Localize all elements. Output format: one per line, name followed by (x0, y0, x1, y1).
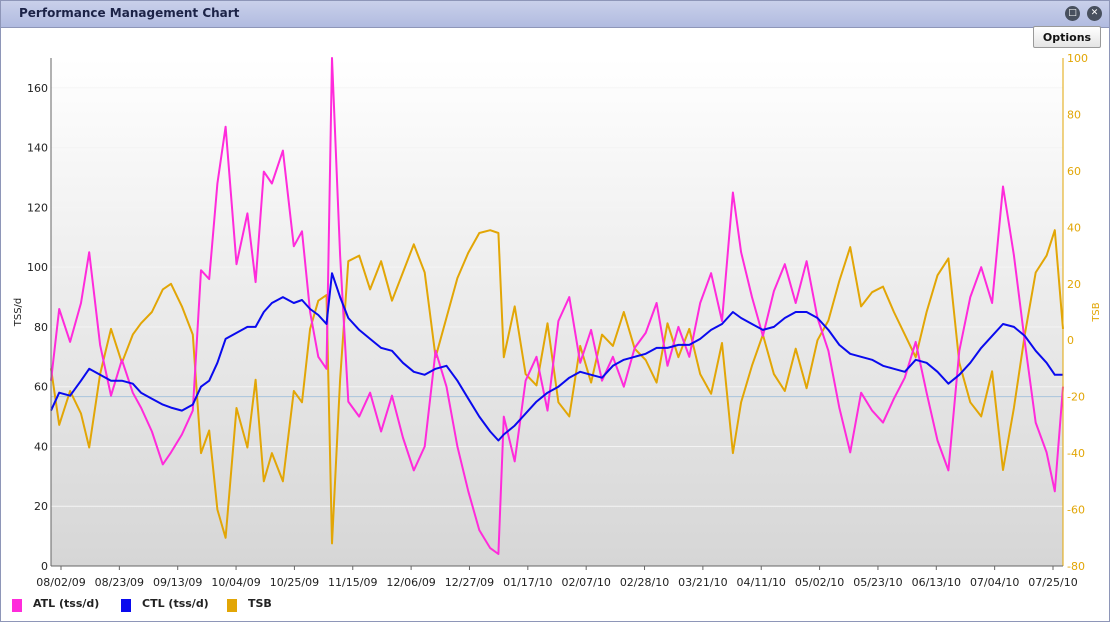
legend-tsb-swatch (227, 599, 237, 612)
y-tick-label: 80 (34, 321, 48, 334)
series-line-atl (50, 57, 1064, 555)
y2-tick-label: -80 (1067, 560, 1085, 573)
x-tick-label: 10/25/09 (270, 576, 319, 589)
y2-tick-label: -40 (1067, 447, 1085, 460)
performance-chart: 0 20 40 60 80 100 120 140 160 -80 -60 -40 -20 0 20 40 6… (13, 52, 1102, 589)
legend-atl-swatch (12, 599, 22, 612)
window-title: Performance Management Chart (19, 6, 240, 20)
x-tick-label: 11/15/09 (328, 576, 377, 589)
x-tick-label: 12/06/09 (386, 576, 435, 589)
legend-ctl-swatch (121, 599, 131, 612)
x-tick-label: 06/13/10 (912, 576, 961, 589)
options-button[interactable]: Options (1033, 26, 1101, 48)
legend-atl-label[interactable]: ATL (tss/d) (33, 597, 100, 610)
x-tick-label: 05/02/10 (795, 576, 844, 589)
y2-tick-label: 0 (1067, 334, 1074, 347)
series-line-tsb (50, 229, 1064, 545)
legend-ctl-label[interactable]: CTL (tss/d) (142, 597, 209, 610)
restore-icon[interactable]: □ (1065, 6, 1080, 21)
y-tick-label: 140 (27, 142, 48, 155)
close-icon[interactable]: ✕ (1087, 6, 1102, 21)
x-tick-label: 10/04/09 (211, 576, 260, 589)
y2-tick-label: -60 (1067, 504, 1085, 517)
right-y-ticks: -80 -60 -40 -20 0 20 40 60 80 100 (1067, 52, 1088, 573)
y2-tick-label: -20 (1067, 391, 1085, 404)
x-tick-label: 04/11/10 (737, 576, 786, 589)
y-tick-label: 120 (27, 201, 48, 214)
x-tick-label: 07/04/10 (970, 576, 1019, 589)
legend-tsb-label[interactable]: TSB (248, 597, 272, 610)
x-tick-label: 08/23/09 (95, 576, 144, 589)
y-tick-label: 100 (27, 261, 48, 274)
x-tick-label: 07/25/10 (1028, 576, 1077, 589)
right-axis-label: TSB (1091, 302, 1102, 322)
left-axis-label: TSS/d (13, 298, 24, 328)
plot-background (51, 58, 1063, 566)
y2-tick-label: 100 (1067, 52, 1088, 65)
x-tick-label: 05/23/10 (853, 576, 902, 589)
x-tick-label: 03/21/10 (678, 576, 727, 589)
x-tick-label: 01/17/10 (503, 576, 552, 589)
x-tick-label: 02/28/10 (620, 576, 669, 589)
y2-tick-label: 20 (1067, 278, 1081, 291)
left-y-ticks: 0 20 40 60 80 100 120 140 160 (27, 82, 48, 573)
title-bar: Performance Management Chart □ ✕ (1, 1, 1109, 28)
x-ticks: 08/02/09 08/23/09 09/13/09 10/04/09 10/25/09… (36, 566, 1078, 589)
x-tick-label: 02/07/10 (561, 576, 610, 589)
y-tick-label: 160 (27, 82, 48, 95)
y-tick-label: 60 (34, 381, 48, 394)
y-tick-label: 20 (34, 500, 48, 513)
x-tick-label: 08/02/09 (36, 576, 85, 589)
y2-tick-label: 40 (1067, 221, 1081, 234)
series-lines (50, 57, 1064, 555)
x-tick-label: 12/27/09 (445, 576, 494, 589)
y2-tick-label: 80 (1067, 108, 1081, 121)
y-tick-label: 0 (41, 560, 48, 573)
series-line-ctl (50, 272, 1063, 442)
x-tick-label: 09/13/09 (153, 576, 202, 589)
y2-tick-label: 60 (1067, 165, 1081, 178)
y-tick-label: 40 (34, 440, 48, 453)
